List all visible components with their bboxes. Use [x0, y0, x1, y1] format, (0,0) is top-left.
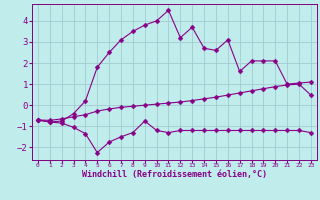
X-axis label: Windchill (Refroidissement éolien,°C): Windchill (Refroidissement éolien,°C)	[82, 170, 267, 179]
